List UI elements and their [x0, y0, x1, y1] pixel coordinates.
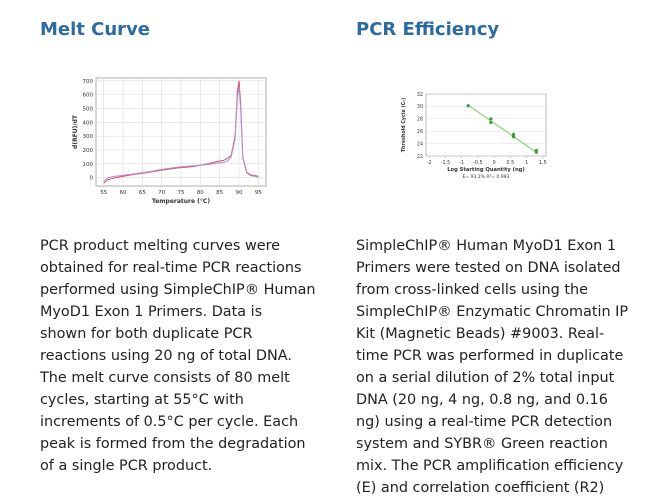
x-tick-label: 80 [197, 190, 204, 196]
y-tick-label: 28 [417, 117, 423, 123]
y-tick-label: 32 [417, 92, 423, 98]
caption-line: Kit (Magnetic Beads) #9003. Real- [356, 326, 605, 342]
x-axis-label: Log Starting Quantity (ng) [447, 167, 525, 173]
melt-curve-heading: Melt Curve [40, 19, 151, 40]
caption-line: performed using SimpleChIP® Human [40, 282, 316, 298]
caption-line: DNA (20 ng, 4 ng, 0.8 ng, and 0.16 [356, 392, 608, 408]
caption-line: from cross-linked cells using the [356, 282, 588, 298]
caption-line: cycles, starting at 55°C with [40, 392, 244, 408]
x-tick-label: 0 [493, 160, 496, 166]
x-tick-label: 65 [139, 190, 146, 196]
caption-line: peak is formed from the degradation [40, 436, 306, 452]
x-tick-label: 75 [178, 190, 185, 196]
y-tick-label: 26 [417, 129, 423, 135]
caption-line: increments of 0.5°C per cycle. Each [40, 414, 299, 430]
caption-line: system and SYBR® Green reaction [356, 436, 608, 452]
x-tick-label: -1 [459, 160, 464, 166]
x-tick-label: 95 [255, 190, 262, 196]
y-tick-label: 600 [83, 93, 94, 99]
y-tick-label: 700 [83, 79, 94, 85]
y-tick-label: 30 [417, 104, 423, 110]
caption-line: obtained for real-time PCR reactions [40, 260, 302, 276]
x-tick-label: 1 [525, 160, 528, 166]
caption-line: (E) and correlation coefficient (R2) [356, 480, 605, 496]
x-tick-label: -2 [427, 160, 432, 166]
pcr-efficiency-caption: SimpleChIP® Human MyoD1 Exon 1 Primers w… [356, 235, 648, 499]
caption-line: reactions using 20 ng of total DNA. [40, 348, 292, 364]
x-tick-label: 1.5 [539, 160, 547, 166]
x-tick-label: -0.5 [473, 160, 482, 166]
y-tick-label: 200 [83, 148, 94, 154]
melt-curve-chart: 55 60 65 70 75 80 85 90 95 700 600 500 400 300 200 100 0… [72, 77, 267, 205]
melt-curve-caption: PCR product melting curves were obtained… [40, 235, 332, 477]
y-tick-label: 500 [83, 106, 94, 112]
y-tick-label: 22 [417, 154, 423, 160]
caption-line: SimpleChIP® Enzymatic Chromatin IP [356, 304, 629, 320]
melt-series-line [103, 86, 259, 182]
x-tick-label: 55 [100, 190, 107, 196]
pcr-efficiency-chart: 32 30 28 26 24 22 -2 -1.5 -1 -0.5 0 0.5 1 1.5 Log Star… [401, 92, 547, 180]
y-tick-label: 300 [83, 134, 94, 140]
data-point [534, 150, 538, 154]
efficiency-annotation: E= 93.1% R²= 0.993 [463, 174, 510, 180]
y-tick-label: 24 [417, 141, 423, 147]
y-tick-label: 100 [83, 162, 94, 168]
caption-line: PCR product melting curves were [40, 238, 281, 254]
x-tick-label: -1.5 [441, 160, 450, 166]
fit-line [467, 104, 537, 153]
caption-line: on a serial dilution of 2% total input [356, 370, 615, 386]
pcr-efficiency-heading: PCR Efficiency [356, 19, 500, 40]
x-tick-label: 70 [158, 190, 165, 196]
caption-line: time PCR was performed in duplicate [356, 348, 624, 364]
x-tick-label: 85 [216, 190, 223, 196]
y-tick-label: 400 [83, 120, 94, 126]
x-axis-label: Temperature (°C) [152, 198, 210, 205]
caption-line: The melt curve consists of 80 melt [40, 370, 290, 386]
data-point [466, 104, 470, 108]
caption-line: mix. The PCR amplification efficiency [356, 458, 624, 474]
x-tick-label: 90 [235, 190, 242, 196]
data-point [511, 135, 516, 139]
x-tick-label: 0.5 [507, 160, 515, 166]
data-point [489, 120, 493, 125]
caption-line: shown for both duplicate PCR [40, 326, 253, 342]
y-axis-label: Threshold Cycle (Cₜ) [401, 98, 407, 152]
data-point [489, 117, 493, 121]
caption-line: ng) using a real-time PCR detection [356, 414, 613, 430]
caption-line: MyoD1 Exon 1 Primers. Data is [40, 304, 263, 320]
caption-line: SimpleChIP® Human MyoD1 Exon 1 [356, 238, 617, 254]
x-tick-label: 60 [120, 190, 127, 196]
caption-line: Primers were tested on DNA isolated [356, 260, 621, 276]
data-point [511, 132, 516, 136]
caption-line: of a single PCR product. [40, 458, 213, 474]
y-axis-label: d(RFU)/dT [72, 114, 79, 149]
y-tick-label: 0 [90, 176, 94, 182]
